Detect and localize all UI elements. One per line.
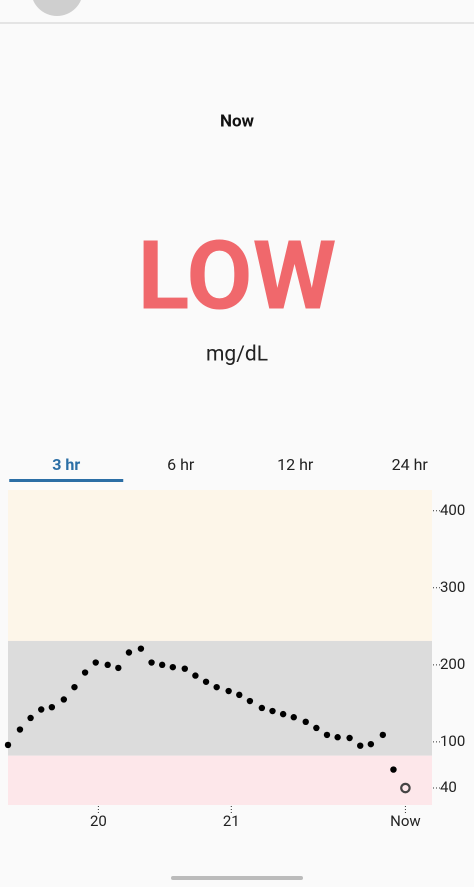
reading-unit: mg/dL <box>206 343 268 367</box>
reading-point <box>48 703 56 711</box>
range-band <box>8 640 432 756</box>
reading-point <box>16 726 24 733</box>
avatar[interactable] <box>31 0 83 16</box>
reading-point <box>148 659 155 666</box>
y-tick-label: 300 <box>440 578 465 596</box>
reading-point <box>125 649 133 656</box>
x-tick-label: 20 <box>90 812 107 830</box>
tab[interactable]: 6 hr <box>167 455 195 474</box>
current-reading <box>400 782 411 794</box>
reading-point <box>158 661 166 669</box>
tab-indicator <box>9 479 124 482</box>
reading-point <box>346 734 353 742</box>
reading-point <box>104 661 111 669</box>
reading-point <box>192 672 199 679</box>
reading-point <box>225 687 232 695</box>
y-tick-label: 200 <box>440 655 465 673</box>
y-tick-label: 100 <box>440 732 465 750</box>
x-tick-label: 21 <box>223 812 240 830</box>
reading-point <box>81 669 89 676</box>
reading-point <box>213 683 220 691</box>
reading-point <box>323 731 331 739</box>
range-band <box>8 755 432 805</box>
reading-value: LOW <box>137 220 336 332</box>
header-title: Now <box>220 111 255 131</box>
reading-point <box>181 665 188 672</box>
reading-point <box>202 678 210 685</box>
tab[interactable]: 24 hr <box>392 455 429 474</box>
reading-point <box>379 731 387 739</box>
reading-point <box>390 766 397 773</box>
reading-point <box>60 696 68 703</box>
reading-point <box>137 645 145 652</box>
reading-point <box>313 724 320 732</box>
x-tick-label: Now <box>390 812 421 830</box>
reading-point <box>115 664 122 672</box>
reading-point <box>258 704 266 712</box>
reading-point <box>236 691 243 699</box>
y-tick-label: 400 <box>440 501 465 519</box>
reading-point <box>246 697 254 705</box>
reading-point <box>334 734 341 741</box>
y-tick-label: 40 <box>440 778 457 796</box>
reading-point <box>38 706 45 713</box>
tab[interactable]: 3 hr <box>52 455 80 474</box>
range-band <box>8 490 432 641</box>
reading-point <box>92 659 99 666</box>
reading-point <box>367 740 375 748</box>
home-indicator <box>171 876 303 880</box>
reading-point <box>71 683 78 691</box>
tab[interactable]: 12 hr <box>277 455 314 474</box>
reading-point <box>27 714 34 722</box>
reading-point <box>4 741 12 749</box>
reading-point <box>279 710 287 718</box>
reading-point <box>169 663 177 671</box>
reading-point <box>269 707 276 715</box>
reading-point <box>290 714 297 721</box>
reading-point <box>302 718 309 726</box>
reading-point <box>357 742 364 749</box>
